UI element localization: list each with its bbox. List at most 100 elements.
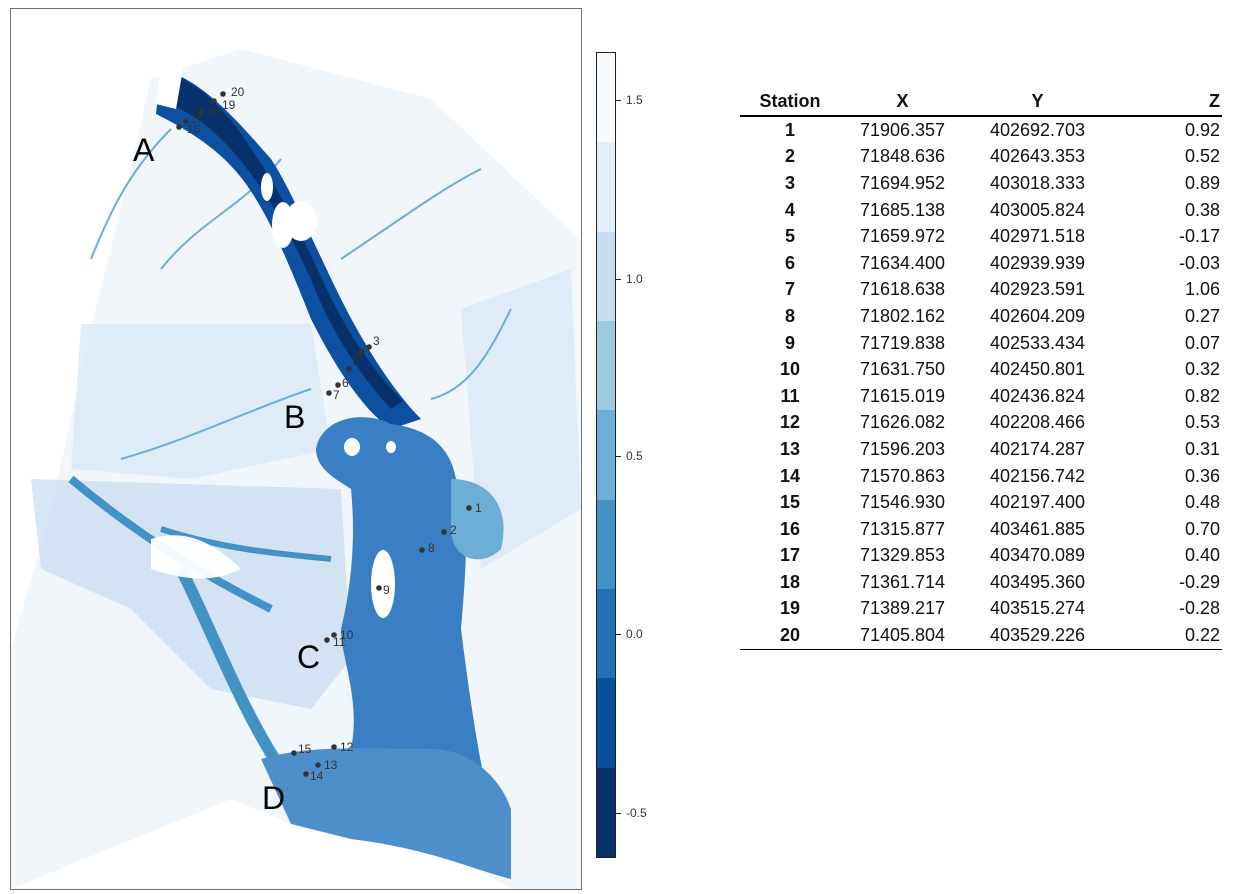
station-marker [466, 505, 472, 511]
shoal-east [451, 479, 504, 560]
cell-x: 71906.357 [859, 119, 946, 140]
colorbar-tick [615, 813, 621, 814]
table-row: 6 71634.400 402939.939 -0.03 [740, 250, 1222, 277]
cell-z: 0.48 [1184, 492, 1220, 513]
cell-z: 0.36 [1184, 465, 1220, 486]
cell-x: 71634.400 [859, 252, 946, 273]
cell-z: 0.22 [1110, 622, 1222, 650]
cell-y: 402533.434 [989, 332, 1086, 353]
cell-x: 71694.952 [859, 172, 946, 193]
cell-y: 403461.885 [989, 518, 1086, 539]
cell-y: 403515.274 [989, 598, 1086, 619]
station-label: 3 [373, 334, 380, 348]
cell-z: 0.70 [1184, 518, 1220, 539]
region-label-d: D [262, 780, 286, 816]
cell-y: 402604.209 [989, 305, 1086, 326]
cell-y: 402923.591 [989, 279, 1086, 300]
colorbar-tick [615, 279, 621, 280]
cell-z: 0.32 [1184, 359, 1220, 380]
table-row: 10 71631.750 402450.801 0.32 [740, 356, 1222, 383]
cell-station: 1 [784, 119, 795, 140]
station-label: 8 [428, 541, 435, 555]
cell-z: -0.28 [1178, 598, 1220, 619]
flat-zone-east [461, 269, 581, 569]
station-label: 10 [340, 628, 354, 642]
cell-x: 71659.972 [859, 226, 946, 247]
header-station: Station [740, 88, 840, 117]
station-marker [220, 91, 226, 97]
colorbar-label: 0.0 [626, 627, 643, 641]
station-label: 7 [333, 388, 340, 402]
station-label: 5 [353, 354, 360, 368]
table-row: 7 71618.638 402923.591 1.06 [740, 277, 1222, 304]
table-body: 1 71906.357 402692.703 0.92 2 71848.636 402643… [740, 116, 1222, 650]
cell-station: 2 [784, 146, 795, 167]
map-panel: 1 2 3 4 5 6 7 8 9 10 11 12 13 14 15 16 17 18 19 20 A B C D [10, 8, 582, 890]
island [151, 535, 241, 579]
station-label: 1 [475, 501, 482, 515]
cell-z: 0.82 [1184, 385, 1220, 406]
cell-station: 3 [784, 172, 795, 193]
cell-x: 71685.138 [859, 199, 946, 220]
upland-zone [71, 324, 331, 479]
cell-x: 71405.804 [840, 622, 965, 650]
table-row: 16 71315.877 403461.885 0.70 [740, 516, 1222, 543]
station-marker [183, 118, 189, 124]
station-table: Station X Y Z 1 71906.357 402692.703 0.92 2 7… [740, 88, 1222, 650]
station-label: 17 [190, 112, 204, 126]
colorbar-tick [615, 100, 621, 101]
cell-x: 71618.638 [859, 279, 946, 300]
station-marker [331, 744, 337, 750]
cell-station: 15 [779, 492, 801, 513]
cell-z: 0.52 [1184, 146, 1220, 167]
station-label: 20 [231, 85, 245, 99]
colorbar-swatch [597, 410, 615, 500]
station-label: 15 [298, 742, 312, 756]
station-marker [326, 390, 332, 396]
colorbar-label: -0.5 [626, 806, 647, 820]
station-marker [376, 585, 382, 591]
cell-station: 11 [780, 385, 800, 406]
station-label: 12 [340, 740, 354, 754]
colorbar-swatch [597, 588, 615, 679]
cell-y: 403470.089 [989, 545, 1086, 566]
colorbar-tick [615, 456, 621, 457]
station-marker [176, 124, 182, 130]
table-row: 14 71570.863 402156.742 0.36 [740, 463, 1222, 490]
table-row: 18 71361.714 403495.360 -0.29 [740, 569, 1222, 596]
colorbar [596, 52, 616, 858]
cell-station: 4 [784, 199, 795, 220]
cell-x: 71615.019 [859, 385, 946, 406]
cell-station: 12 [779, 412, 801, 433]
cell-z: 0.53 [1184, 412, 1220, 433]
station-label: 2 [450, 523, 457, 537]
table-row: 17 71329.853 403470.089 0.40 [740, 543, 1222, 570]
cell-x: 71389.217 [859, 598, 946, 619]
creek [175, 566, 286, 773]
cell-x: 71315.877 [859, 518, 946, 539]
station-label: 16 [187, 122, 201, 136]
station-label: 14 [310, 769, 324, 783]
cell-z: 0.07 [1184, 332, 1220, 353]
region-label-c: C [297, 639, 321, 675]
table-header-row: Station X Y Z [740, 88, 1222, 117]
cell-station: 18 [779, 571, 801, 592]
table-row: 15 71546.930 402197.400 0.48 [740, 489, 1222, 516]
cell-z: 0.31 [1184, 438, 1220, 459]
cell-y: 402643.353 [989, 146, 1086, 167]
cell-station: 13 [779, 438, 801, 459]
table-row: 8 71802.162 402604.209 0.27 [740, 303, 1222, 330]
colorbar-swatch [597, 231, 615, 321]
table-row: 13 71596.203 402174.287 0.31 [740, 436, 1222, 463]
cell-y: 402692.703 [989, 119, 1086, 140]
cell-x: 71570.863 [859, 465, 946, 486]
station-label: 19 [222, 98, 236, 112]
table-row: 3 71694.952 403018.333 0.89 [740, 170, 1222, 197]
cell-y: 402450.801 [989, 359, 1086, 380]
station-marker [291, 750, 297, 756]
creek [90, 128, 172, 260]
estuary-basin [301, 417, 491, 812]
colorbar-swatch [597, 142, 615, 232]
cell-z: -0.17 [1178, 226, 1220, 247]
